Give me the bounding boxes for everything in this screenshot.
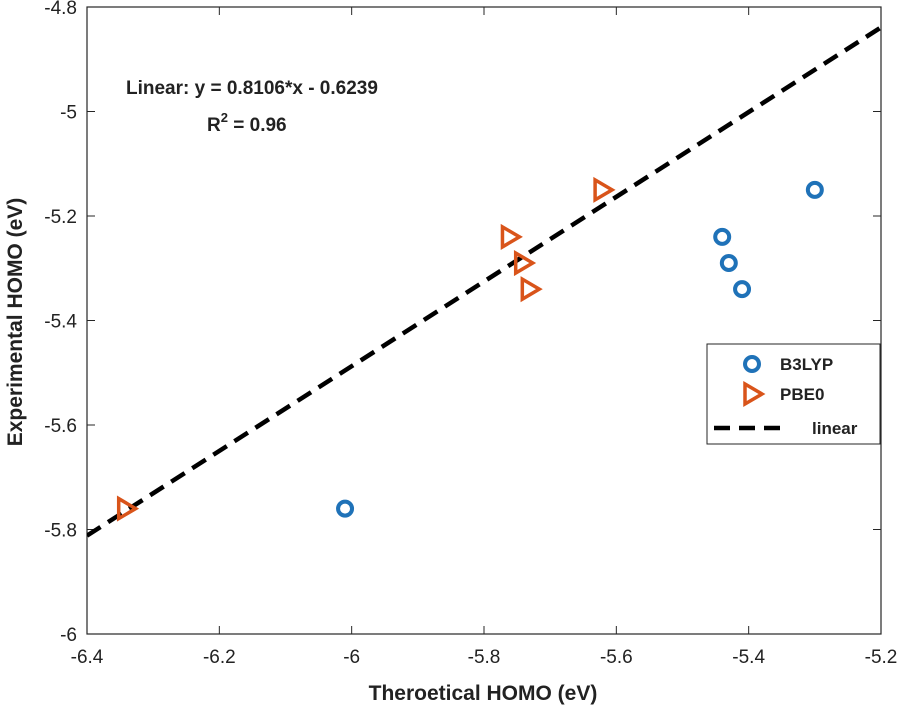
y-tick-label: -6 xyxy=(60,625,77,646)
legend-pbe0-marker xyxy=(743,380,766,408)
b3lyp-point xyxy=(713,227,732,246)
x-tick-label: -6.2 xyxy=(203,647,236,668)
y-tick-label: -4.8 xyxy=(44,0,77,19)
legend-b3lyp-label: B3LYP xyxy=(780,355,833,374)
pbe0-point xyxy=(593,176,616,203)
pbe0-point xyxy=(513,249,537,277)
y-tick-label: -5.8 xyxy=(44,521,77,542)
b3lyp-point xyxy=(719,254,738,273)
linear-fit-line xyxy=(87,25,881,538)
pbe0-point xyxy=(520,276,543,303)
x-tick-label: -5.2 xyxy=(865,647,898,668)
b3lyp-point xyxy=(805,180,824,199)
data-marks xyxy=(87,25,881,538)
axis-ticks: -6.4 -6.2 -6 -5.8 -5.6 -5.4 -5.2 -6 -5.8 -5.6 -5.4… xyxy=(44,0,897,668)
x-tick-label: -5.6 xyxy=(600,647,633,668)
legend-box xyxy=(706,343,881,445)
y-tick-label: -5.6 xyxy=(44,416,77,437)
pbe0-point xyxy=(500,223,523,250)
y-tick-label: -5 xyxy=(60,103,77,124)
x-tick-label: -5.8 xyxy=(468,647,501,668)
legend: B3LYP PBE0 linear xyxy=(706,343,881,445)
x-tick-label: -6.4 xyxy=(71,647,104,668)
r2-annotation: R2 = 0.96 xyxy=(207,110,287,136)
x-tick-label: -6 xyxy=(343,647,360,668)
legend-linear-label: linear xyxy=(812,419,858,438)
r2-superscript: 2 xyxy=(221,110,228,125)
x-tick-label: -5.4 xyxy=(732,647,765,668)
y-tick-label: -5.4 xyxy=(44,312,77,333)
b3lyp-point xyxy=(733,280,752,299)
r2-prefix: R xyxy=(207,115,221,136)
y-tick-label: -5.2 xyxy=(44,207,77,228)
y-axis-label: Experimental HOMO (eV) xyxy=(4,198,27,447)
legend-b3lyp-marker xyxy=(743,355,761,373)
legend-pbe0-label: PBE0 xyxy=(780,385,824,404)
pbe0-point xyxy=(116,495,140,522)
equation-annotation: Linear: y = 0.8106*x - 0.6239 xyxy=(126,78,378,99)
b3lyp-point xyxy=(336,499,355,518)
x-axis-label: Theroetical HOMO (eV) xyxy=(369,682,598,705)
r2-value: = 0.96 xyxy=(228,115,287,136)
